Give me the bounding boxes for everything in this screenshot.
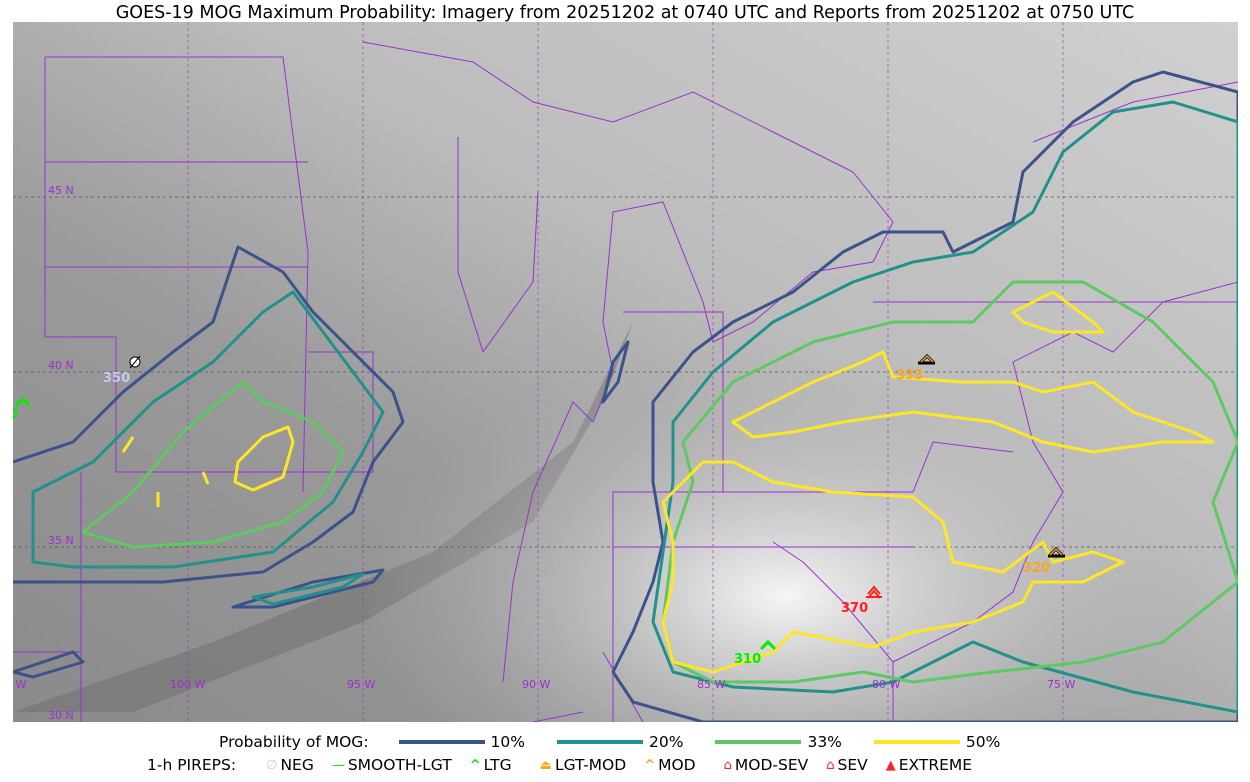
pirep-neg-marker[interactable]: 350 [103,355,141,386]
legend-10pct: 10% [398,733,525,751]
legend-neg: ∅ NEG [266,756,314,774]
legend-mod: ^ MOD [644,756,696,774]
mod-sev-icon: ⌂ [723,757,732,773]
legend-ltg: ^ LTG [469,756,512,774]
lon-label-75: 75 W [1047,678,1075,691]
lgt-mod-icon: ⏏ [539,757,552,773]
probability-legend-title: Probability of MOG: [219,733,369,751]
pirep-legend: 1-h PIREPS: ∅ NEG — SMOOTH-LGT ^ LTG ⏏ LGT-M… [0,756,1250,774]
svg-text:50: 50 [13,407,18,422]
pirep-legend-title: 1-h PIREPS: [147,756,237,774]
pirep-ltg-marker[interactable]: 310 [734,639,777,667]
lon-label-80: 80 W [872,678,900,691]
lat-label-45: 45 N [48,184,74,197]
lon-label-85: 85 W [697,678,725,691]
svg-text:370: 370 [841,601,868,616]
legend-mod-sev: ⌂ MOD-SEV [723,756,809,774]
legend-50pct: 50% [873,733,1001,751]
legend-20pct-label: 20% [649,733,684,751]
map-title: GOES-19 MOG Maximum Probability: Imagery… [115,3,1135,23]
sev-icon: ⌂ [826,757,835,773]
lat-label-35: 35 N [48,534,74,547]
mod-icon: ^ [644,757,656,773]
legend-extreme: ▲ EXTREME [885,756,973,774]
lat-label-30: 30 N [48,709,74,722]
svg-text:333: 333 [896,368,923,383]
svg-text:320: 320 [1023,561,1050,576]
lon-label-100: 100 W [170,678,205,691]
lon-label-105: 105 W [13,678,26,691]
legend-sev: ⌂ SEV [826,756,868,774]
lon-label-90: 90 W [522,678,550,691]
legend-smooth-lgt: — SMOOTH-LGT [331,756,452,774]
contour-10pct [13,70,1238,722]
legend-lgt-mod: ⏏ LGT-MOD [539,756,627,774]
svg-text:350: 350 [103,371,130,386]
neg-icon: ∅ [266,757,278,773]
pirep-mod-sev-marker[interactable]: 370 [841,585,882,616]
contour-20pct [31,100,1238,714]
probability-legend: Probability of MOG: 10% 20% 33% 50% [0,733,1250,751]
legend-10pct-label: 10% [490,733,525,751]
pirep-ltg-marker[interactable]: 50 [13,396,32,422]
extreme-icon: ▲ [885,757,896,773]
ltg-icon: ^ [469,757,481,773]
satellite-map: 45 N 40 N 35 N 30 N 105 W 100 W 95 W 90 … [13,22,1238,722]
smooth-lgt-icon: — [331,757,345,773]
lat-label-40: 40 N [48,359,74,372]
legend-33pct: 33% [715,733,842,751]
legend-20pct: 20% [557,733,683,751]
pirep-mod-marker[interactable]: 333 [896,353,935,383]
svg-text:310: 310 [734,652,761,667]
contour-50pct [121,290,1215,674]
lon-label-95: 95 W [347,678,375,691]
legend-50pct-label: 50% [965,733,1001,751]
legend-33pct-label: 33% [807,733,842,751]
pirep-mod-marker[interactable]: 320 [1023,546,1065,576]
